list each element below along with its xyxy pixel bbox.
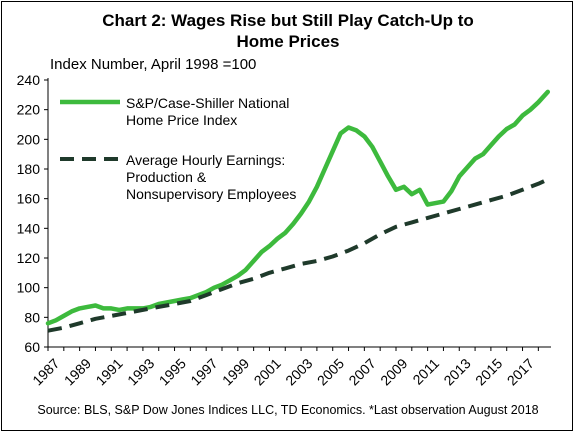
x-tick-label: 2005 — [314, 355, 347, 388]
y-tick-label: 220 — [17, 102, 41, 118]
y-tick-label: 60 — [24, 339, 40, 355]
y-tick-label: 180 — [17, 161, 41, 177]
legend-home-price-label: Home Price Index — [126, 112, 237, 128]
home-price-line — [45, 89, 551, 326]
x-tick-label: 2013 — [440, 355, 473, 388]
wages-line — [47, 177, 549, 333]
chart-title-line-1: Chart 2: Wages Rise but Still Play Catch… — [102, 11, 474, 30]
x-tick-label: 2015 — [472, 355, 505, 388]
x-tick-label: 2007 — [345, 355, 378, 388]
x-tick-label: 1991 — [92, 355, 125, 388]
y-tick-label: 140 — [17, 220, 41, 236]
x-tick-label: 2009 — [377, 355, 410, 388]
x-tick-label: 1987 — [29, 355, 62, 388]
legend-wages-label: Production & — [126, 169, 207, 185]
x-tick-label: 1995 — [156, 355, 189, 388]
y-tick-label: 240 — [17, 72, 41, 88]
x-tick-label: 1997 — [187, 355, 220, 388]
y-tick-label: 120 — [17, 250, 41, 266]
y-tick-label: 80 — [24, 309, 40, 325]
x-tick-label: 1989 — [61, 355, 94, 388]
legend-wages-label: Nonsupervisory Employees — [126, 186, 296, 202]
x-tick-label: 2011 — [409, 355, 442, 388]
x-tick-label: 2003 — [282, 355, 315, 388]
x-tick-label: 1999 — [219, 355, 252, 388]
x-tick-label: 2001 — [251, 355, 284, 388]
chart-title-line-2: Home Prices — [236, 32, 340, 51]
x-tick-label: 2017 — [504, 355, 537, 388]
legend-home-price-label: S&P/Case-Shiller National — [126, 95, 289, 111]
x-tick-label: 1993 — [124, 355, 157, 388]
legend-wages-label: Average Hourly Earnings: — [126, 152, 285, 168]
chart-subtitle: Index Number, April 1998 =100 — [50, 56, 257, 73]
y-tick-label: 100 — [17, 280, 41, 296]
y-tick-label: 160 — [17, 191, 41, 207]
chart-source: Source: BLS, S&P Dow Jones Indices LLC, … — [37, 403, 539, 417]
chart-title: Chart 2: Wages Rise but Still Play Catch… — [2, 10, 574, 52]
y-tick-label: 200 — [17, 131, 41, 147]
